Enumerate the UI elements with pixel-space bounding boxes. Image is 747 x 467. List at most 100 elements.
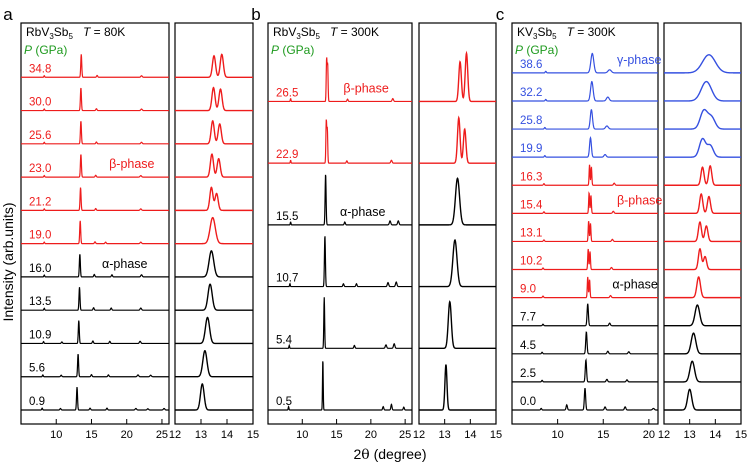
temperature-symbol: T	[567, 25, 576, 39]
zoom-x-tick-label: 13	[439, 429, 451, 441]
pressure-header: P (GPa)	[271, 43, 314, 57]
material-label: RbV3Sb5 T = 300K	[273, 25, 379, 41]
panel-letter: c	[496, 5, 505, 24]
pattern-line-26.5	[268, 57, 412, 103]
x-tick-label: 20	[121, 429, 133, 441]
pressure-label-22.9: 22.9	[276, 149, 298, 161]
panel-letter: a	[3, 5, 13, 24]
phase-label-gamma: γ-phase	[617, 53, 662, 67]
zoom-x-tick-label: 12	[658, 429, 670, 441]
x-tick-label: 10	[552, 429, 564, 441]
zoom-pattern-line-0.9	[175, 383, 253, 411]
material-sub2: 5	[315, 32, 320, 41]
pressure-symbol: P	[515, 43, 523, 57]
zoom-pattern-line-15.4	[664, 193, 741, 215]
zoom-x-tick-label: 15	[247, 429, 259, 441]
pattern-line-7.7	[512, 303, 658, 327]
pressure-label-0.0: 0.0	[520, 396, 536, 408]
pattern-line-5.6	[21, 353, 169, 378]
pattern-line-23.0	[21, 154, 169, 178]
zoom-pattern-line-9.0	[664, 276, 741, 299]
zoom-pattern-line-16.3	[664, 164, 741, 186]
zoom-x-tick-label: 13	[684, 429, 696, 441]
zoom-pattern-line-22.9	[419, 115, 496, 164]
zoom-pattern-line-5.4	[419, 300, 496, 349]
pressure-label-16.0: 16.0	[29, 263, 51, 275]
main-plot-frame	[511, 22, 659, 425]
panel-letter: b	[251, 5, 260, 24]
zoom-pattern-line-19.9	[664, 137, 741, 158]
zoom-pattern-line-10.7	[419, 239, 496, 288]
temperature-value: = 300K	[574, 25, 616, 39]
pressure-label-19.0: 19.0	[29, 230, 51, 242]
pattern-line-0.5	[268, 361, 412, 411]
zoom-pattern-line-13.5	[175, 283, 253, 311]
zoom-pattern-line-30.0	[175, 86, 253, 112]
x-axis-label-theta: θ	[361, 447, 369, 463]
zoom-x-tick-label: 12	[169, 429, 181, 441]
x-axis-label: 2θ (degree)	[353, 446, 426, 463]
pressure-label-15.4: 15.4	[520, 199, 543, 211]
pattern-line-15.5	[268, 174, 412, 226]
material-sub2: 5	[552, 32, 557, 41]
temperature-value: = 300K	[337, 25, 379, 39]
zoom-pattern-line-5.6	[175, 349, 253, 378]
zoom-plot-frame	[174, 22, 254, 425]
phase-label-alpha: α-phase	[102, 257, 147, 271]
zoom-pattern-line-21.2	[175, 186, 253, 212]
main-plot-frame	[267, 22, 413, 425]
zoom-x-tick-label: 14	[221, 429, 233, 441]
zoom-pattern-line-25.6	[175, 119, 253, 145]
zoom-pattern-line-10.2	[664, 247, 741, 271]
pressure-label-0.5: 0.5	[276, 396, 292, 408]
pressure-unit: (GPa)	[523, 43, 558, 57]
pressure-label-19.9: 19.9	[520, 143, 542, 155]
pattern-line-13.5	[21, 287, 169, 311]
pattern-line-9.0	[512, 276, 658, 299]
pattern-line-16.0	[21, 254, 169, 278]
zoom-plot-frame	[663, 22, 742, 425]
panel-c: 10 15 20 12 13 14 15 c KV3Sb5 T = 300K P (GPa) 0.0 2…	[496, 5, 747, 441]
zoom-pattern-line-13.1	[664, 221, 741, 243]
pattern-line-4.5	[512, 331, 658, 355]
pattern-line-0.9	[21, 387, 169, 411]
material-base: RbV	[273, 25, 296, 39]
x-tick-label: 20	[365, 429, 377, 441]
pressure-label-34.8: 34.8	[29, 63, 51, 75]
pressure-label-32.2: 32.2	[520, 87, 542, 99]
zoom-x-tick-label: 15	[735, 429, 747, 441]
x-axis-label-prefix: 2	[353, 446, 361, 462]
zoom-x-tick-label: 15	[490, 429, 502, 441]
pressure-label-26.5: 26.5	[276, 87, 298, 99]
zoom-x-tick-label: 14	[464, 429, 476, 441]
pressure-header: P (GPa)	[515, 43, 558, 57]
x-tick-label: 25	[399, 429, 411, 441]
pattern-line-21.2	[21, 187, 169, 211]
pattern-line-38.6	[512, 52, 658, 74]
pressure-label-5.6: 5.6	[29, 363, 45, 375]
material-mid: Sb	[537, 25, 552, 39]
pressure-label-21.2: 21.2	[29, 196, 51, 208]
x-tick-label: 15	[597, 429, 609, 441]
zoom-pattern-line-16.0	[175, 250, 253, 278]
material-sub1: 3	[49, 32, 54, 41]
zoom-pattern-line-4.5	[664, 332, 741, 355]
material-mid: Sb	[54, 25, 69, 39]
pattern-line-19.0	[21, 220, 169, 245]
zoom-pattern-line-10.9	[175, 316, 253, 345]
material-sub2: 5	[68, 32, 73, 41]
zoom-pattern-line-0.0	[664, 388, 741, 411]
x-tick-label: 15	[85, 429, 97, 441]
pressure-label-9.0: 9.0	[520, 284, 536, 296]
phase-label-alpha: α-phase	[612, 278, 657, 292]
x-tick-label: 15	[330, 429, 342, 441]
pressure-label-2.5: 2.5	[520, 368, 536, 380]
pattern-line-16.3	[512, 164, 658, 186]
pressure-label-30.0: 30.0	[29, 97, 51, 109]
pressure-header: P (GPa)	[24, 43, 67, 57]
zoom-pattern-line-38.6	[664, 54, 741, 74]
pattern-line-10.7	[268, 236, 412, 288]
material-label: KV3Sb5 T = 300K	[517, 25, 616, 41]
